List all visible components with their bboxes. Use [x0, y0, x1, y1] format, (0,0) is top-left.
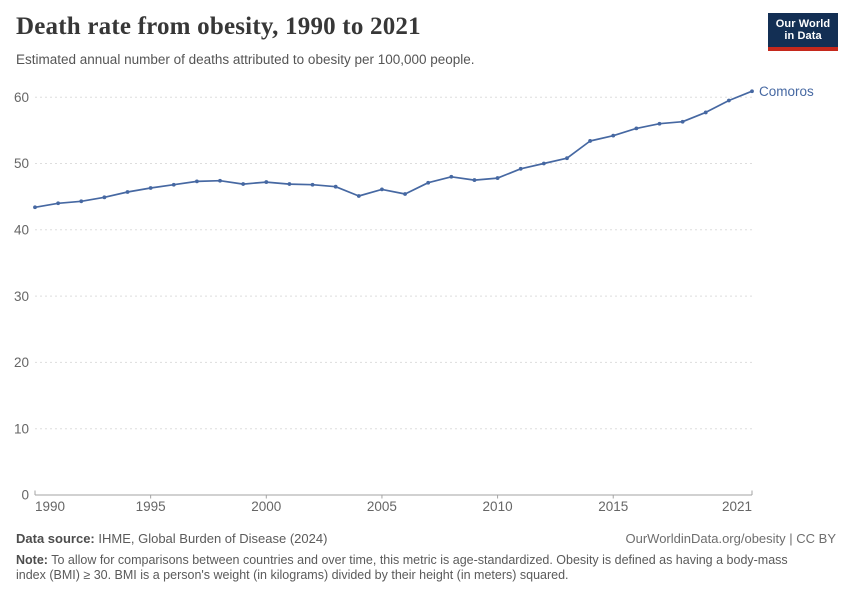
- data-point: [33, 205, 37, 210]
- data-point: [125, 190, 130, 194]
- data-point: [565, 156, 569, 161]
- y-tick-label: 10: [14, 421, 29, 436]
- data-point: [541, 161, 546, 166]
- page-subtitle: Estimated annual number of deaths attrib…: [16, 52, 475, 67]
- owid-logo-line1: Our World: [775, 18, 831, 30]
- line-chart-canvas[interactable]: 0 10 20 30 40 50 60 1990 1995 2000 2005 2010 2015 202…: [0, 80, 850, 530]
- data-point: [380, 187, 384, 192]
- chart-footer: Data source: IHME, Global Burden of Dise…: [16, 531, 836, 583]
- data-point: [703, 110, 708, 115]
- owid-license-link[interactable]: OurWorldinData.org/obesity | CC BY: [625, 531, 837, 546]
- data-point: [518, 166, 523, 171]
- data-point: [79, 199, 84, 204]
- data-point: [750, 89, 754, 94]
- y-tick-label: 30: [14, 289, 29, 304]
- data-point: [726, 98, 731, 103]
- data-point: [356, 194, 361, 198]
- data-point: [102, 195, 107, 200]
- x-tick-label: 2000: [251, 499, 281, 514]
- chart-note-label: Note:: [16, 553, 48, 567]
- data-point: [449, 174, 454, 179]
- x-tick-label: 2015: [598, 499, 628, 514]
- data-point: [287, 182, 292, 186]
- data-point: [657, 121, 662, 126]
- data-point: [241, 182, 246, 186]
- data-source-label: Data source:: [16, 531, 95, 546]
- series-line-comoros: [34, 90, 753, 209]
- x-tick-label: 2021: [722, 499, 752, 514]
- data-point: [472, 178, 477, 182]
- data-point: [310, 182, 315, 187]
- x-tick-label: 2005: [367, 499, 397, 514]
- owid-logo[interactable]: Our World in Data: [768, 13, 838, 51]
- page-title: Death rate from obesity, 1990 to 2021: [16, 13, 421, 40]
- y-tick-label: 60: [14, 90, 29, 105]
- data-source-text: IHME, Global Burden of Disease (2024): [94, 531, 328, 546]
- data-point: [680, 119, 685, 124]
- data-point: [588, 139, 592, 143]
- x-tick-label: 1995: [136, 499, 166, 514]
- data-point: [171, 182, 176, 187]
- y-tick-label: 0: [21, 488, 29, 503]
- data-point: [333, 184, 338, 189]
- chart-note-text: To allow for comparisons between countri…: [16, 553, 788, 582]
- data-point: [148, 186, 153, 190]
- chart-note: Note: To allow for comparisons between c…: [16, 553, 816, 583]
- data-point: [218, 178, 222, 183]
- data-source: Data source: IHME, Global Burden of Dise…: [16, 531, 327, 546]
- data-point: [264, 180, 269, 184]
- data-point: [195, 179, 199, 184]
- y-tick-label: 50: [14, 156, 29, 171]
- x-tick-label: 2010: [483, 499, 513, 514]
- data-point: [611, 133, 616, 138]
- data-point: [495, 176, 500, 180]
- x-tick-label: 1990: [35, 499, 65, 514]
- y-tick-label: 20: [14, 355, 29, 370]
- entity-label-comoros[interactable]: Comoros: [759, 84, 814, 99]
- y-tick-label: 40: [14, 223, 29, 238]
- data-point: [56, 201, 61, 206]
- data-point: [426, 180, 431, 185]
- owid-logo-line2: in Data: [784, 30, 822, 42]
- data-point: [634, 126, 639, 131]
- data-point: [403, 192, 407, 196]
